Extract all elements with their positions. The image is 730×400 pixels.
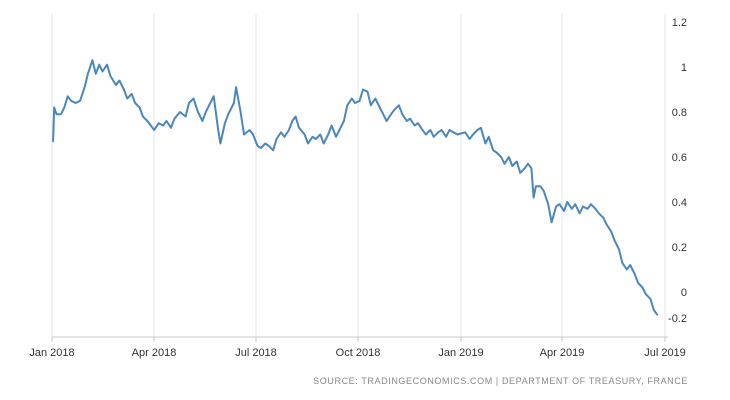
series-group <box>52 59 659 316</box>
x-tick-label: Apr 2018 <box>132 347 177 359</box>
tick-marks <box>51 337 666 342</box>
x-tick-labels: Jan 2018 Apr 2018 Jul 2018 Oct 2018 Jan … <box>29 347 685 359</box>
x-tick-label: Jul 2019 <box>644 347 686 359</box>
series-line <box>52 59 659 316</box>
x-tick-label: Jan 2018 <box>29 347 74 359</box>
y-tick-label: 0 <box>681 287 687 299</box>
chart-grid <box>51 14 666 337</box>
y-tick-label: -0.2 <box>668 313 687 325</box>
y-tick-label: 0.2 <box>672 242 687 254</box>
y-tick-label: 1.2 <box>672 17 687 29</box>
x-tick-label: Oct 2018 <box>336 347 381 359</box>
x-tick-label: Jan 2019 <box>438 347 483 359</box>
y-tick-label: 0.4 <box>672 197 687 209</box>
y-tick-label: 1 <box>681 62 687 74</box>
y-tick-label: 0.6 <box>672 152 687 164</box>
y-tick-labels: 1.2 1 0.8 0.6 0.4 0.2 0 -0.2 <box>668 17 687 325</box>
y-tick-label: 0.8 <box>672 107 687 119</box>
source-credit: SOURCE: TRADINGECONOMICS.COM | DEPARTMEN… <box>313 376 688 386</box>
x-tick-label: Jul 2018 <box>235 347 277 359</box>
x-tick-label: Apr 2019 <box>540 347 585 359</box>
